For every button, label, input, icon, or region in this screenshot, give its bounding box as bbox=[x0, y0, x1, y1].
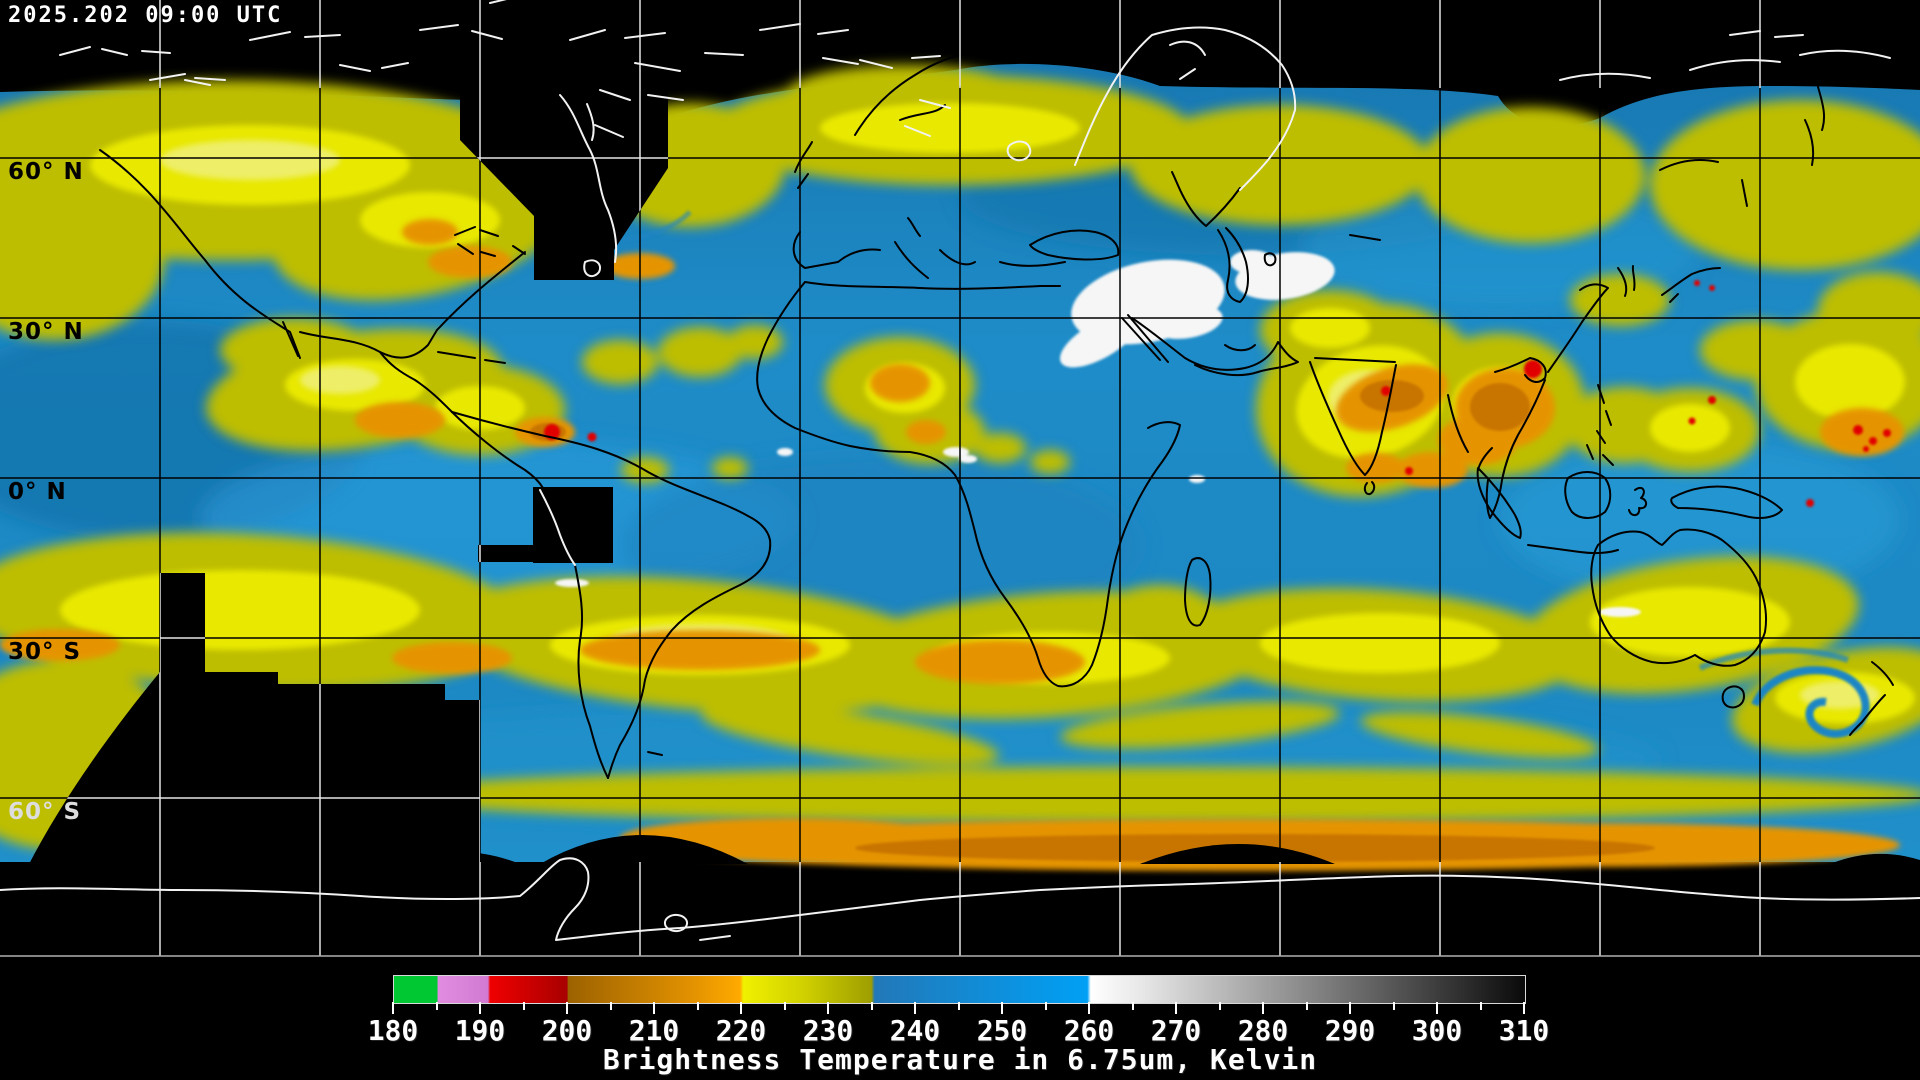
colorbar-tick-label: 260 bbox=[1063, 1014, 1115, 1047]
colorbar-tick bbox=[914, 1002, 916, 1014]
colorbar-tick-label: 180 bbox=[367, 1014, 419, 1047]
colorbar-tick-label: 300 bbox=[1411, 1014, 1463, 1047]
colorbar-title: Brightness Temperature in 6.75um, Kelvin bbox=[602, 1043, 1318, 1076]
colorbar-tick bbox=[1262, 1002, 1264, 1014]
colorbar-tick bbox=[1479, 1002, 1482, 1010]
lat-label-30n: 30° N bbox=[8, 319, 84, 345]
white-warm-dry-areas bbox=[555, 250, 1641, 617]
colorbar-tick bbox=[870, 1002, 873, 1010]
world-map-image bbox=[0, 0, 1920, 958]
colorbar-tick-label: 280 bbox=[1237, 1014, 1289, 1047]
colorbar-tick bbox=[653, 1002, 655, 1014]
colorbar-tick bbox=[392, 1002, 394, 1014]
colorbar-gradient-bar bbox=[393, 975, 1526, 1004]
coastlines-white bbox=[0, 0, 1920, 941]
colorbar-legend: 180 190 200 210 220 230 240 250 260 270 280 290 300 3… bbox=[0, 958, 1920, 1080]
colorbar-tick bbox=[696, 1002, 699, 1010]
colorbar-tick bbox=[1349, 1002, 1351, 1014]
colorbar-tick bbox=[1001, 1002, 1003, 1014]
colorbar-tick-label: 220 bbox=[715, 1014, 767, 1047]
colorbar-tick bbox=[1218, 1002, 1221, 1010]
colorbar-tick bbox=[957, 1002, 960, 1010]
no-data-gaps bbox=[28, 88, 1920, 866]
colorbar-tick-label: 190 bbox=[454, 1014, 506, 1047]
lat-label-60s: 60° S bbox=[8, 799, 82, 825]
colorbar-tick-label: 250 bbox=[976, 1014, 1028, 1047]
colorbar-tick bbox=[479, 1002, 481, 1014]
colorbar-tick bbox=[1436, 1002, 1438, 1014]
colorbar-tick-label: 290 bbox=[1324, 1014, 1376, 1047]
world-map: 2025.202 09:00 UTC 60° N 30° N 0° N 30° … bbox=[0, 0, 1920, 958]
colorbar-tick bbox=[1088, 1002, 1090, 1014]
lat-label-0n: 0° N bbox=[8, 479, 67, 505]
colorbar-tick-label: 240 bbox=[889, 1014, 941, 1047]
colorbar-tick-label: 230 bbox=[802, 1014, 854, 1047]
colorbar-tick bbox=[522, 1002, 525, 1010]
colorbar-tick bbox=[435, 1002, 438, 1010]
timestamp: 2025.202 09:00 UTC bbox=[8, 3, 283, 28]
colorbar-tick bbox=[566, 1002, 568, 1014]
colorbar-tick bbox=[1392, 1002, 1395, 1010]
colorbar-tick bbox=[827, 1002, 829, 1014]
colorbar-tick bbox=[1044, 1002, 1047, 1010]
colorbar-tick-label: 210 bbox=[628, 1014, 680, 1047]
colorbar-tick-label: 270 bbox=[1150, 1014, 1202, 1047]
colorbar-tick bbox=[740, 1002, 742, 1014]
lat-label-30s: 30° S bbox=[8, 639, 82, 665]
colorbar-tick bbox=[783, 1002, 786, 1010]
colorbar-tick bbox=[1305, 1002, 1308, 1010]
colorbar-tick-label: 200 bbox=[541, 1014, 593, 1047]
lat-label-60n: 60° N bbox=[8, 159, 84, 185]
colorbar-tick bbox=[609, 1002, 612, 1010]
colorbar-tick bbox=[1131, 1002, 1134, 1010]
colorbar-tick-label: 310 bbox=[1498, 1014, 1550, 1047]
colorbar-tick bbox=[1175, 1002, 1177, 1014]
colorbar-tick bbox=[1523, 1002, 1525, 1014]
coastlines-black bbox=[99, 51, 1894, 779]
